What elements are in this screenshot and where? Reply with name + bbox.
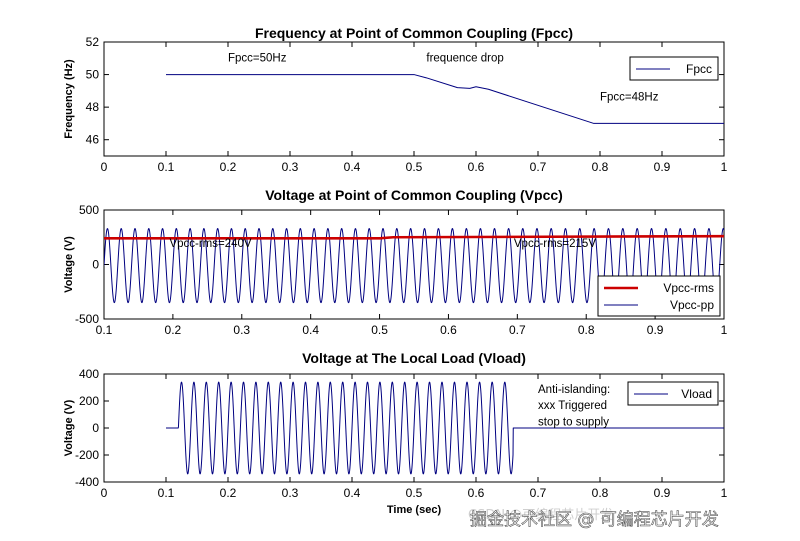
x-tick-label: 0.7 [530, 486, 547, 500]
chart-title: Voltage at Point of Common Coupling (Vpc… [265, 187, 563, 203]
x-tick-label: 0.8 [578, 323, 595, 337]
x-tick-label: 0.1 [158, 160, 175, 174]
x-tick-label: 0.5 [406, 160, 423, 174]
series-vpcc-pp-line [104, 228, 724, 304]
x-tick-label: 0.9 [654, 486, 671, 500]
y-tick-label: 0 [92, 421, 99, 435]
x-tick-label: 0 [101, 160, 108, 174]
y-axis-label: Voltage (V) [63, 236, 75, 293]
x-tick-label: 0.7 [509, 323, 526, 337]
annotation: stop to supply [538, 416, 609, 428]
y-tick-label: 50 [86, 68, 100, 82]
annotation: Anti-islanding: [538, 384, 610, 396]
annotation: Fpcc=48Hz [600, 92, 659, 104]
series-group [104, 228, 724, 304]
axes-box [103, 41, 725, 157]
vpcc-plot: 0.1 0.2 0.3 0.4 0.5 0.6 0.7 0.8 0.9 1 -500 0 500 Volt… [63, 187, 728, 337]
y-tick-label: 500 [79, 203, 99, 217]
series-group [166, 74, 724, 124]
x-tick-label: 0.7 [530, 160, 547, 174]
frequency-plot: 0 0.1 0.2 0.3 0.4 0.5 0.6 0.7 0.8 0.9 1 46 48 50 52 Fre… [63, 25, 728, 174]
legend-box [597, 275, 721, 317]
y-tick-label: -500 [75, 312, 99, 326]
legend: Vpcc-rms Vpcc-pp [597, 275, 721, 317]
x-tick-label: 0.3 [282, 486, 299, 500]
annotation: frequence drop [426, 53, 503, 65]
chart-title: Voltage at The Local Load (Vload) [302, 350, 526, 366]
annotation: xxx Triggered [538, 400, 607, 412]
x-tick-label: 0.6 [468, 486, 485, 500]
y-tick-label: 48 [86, 100, 100, 114]
y-axis-label: Frequency (Hz) [63, 59, 75, 139]
y-tick-label: 0 [92, 258, 99, 272]
y-tick-label: -200 [75, 448, 99, 462]
x-tick-label: 0.6 [440, 323, 457, 337]
x-tick-label: 0.6 [468, 160, 485, 174]
legend-box [627, 381, 719, 406]
x-tick-label: 1 [721, 323, 728, 337]
x-tick-label: 0.1 [158, 486, 175, 500]
x-tick-label: 1 [721, 486, 728, 500]
x-tick-label: 0.8 [592, 160, 609, 174]
x-tick-label: 0.5 [371, 323, 388, 337]
x-tick-label: 0.4 [344, 486, 361, 500]
chart-title: Frequency at Point of Common Coupling (F… [255, 25, 573, 41]
legend-label-vpcc-pp: Vpcc-pp [670, 298, 714, 312]
x-tick-label: 0.2 [220, 486, 237, 500]
x-tick-label: 0.4 [302, 323, 319, 337]
x-tick-label: 0.9 [647, 323, 664, 337]
x-tick-label: 0.2 [165, 323, 182, 337]
legend-label-vload: Vload [681, 387, 712, 401]
x-tick-label: 0.3 [282, 160, 299, 174]
x-tick-label: 0.9 [654, 160, 671, 174]
x-tick-label: 1 [721, 160, 728, 174]
x-tick-label: 0 [101, 486, 108, 500]
legend-box [629, 56, 719, 81]
series-vload-line [165, 381, 724, 475]
series-fpcc-line [166, 74, 724, 124]
x-tick-label: 0.1 [96, 323, 113, 337]
vload-plot: 0 0.1 0.2 0.3 0.4 0.5 0.6 0.7 0.8 0.9 1 -400 -200 0 20… [63, 350, 728, 516]
annotation: Fpcc=50Hz [228, 53, 287, 65]
x-tick-label: 0.5 [406, 486, 423, 500]
x-tick-label: 0.2 [220, 160, 237, 174]
series-vpcc-rms-line [104, 234, 724, 240]
x-tick-label: 0.3 [233, 323, 250, 337]
y-axis-label: Voltage (V) [63, 399, 75, 456]
y-tick-label: 46 [86, 133, 100, 147]
x-tick-label: 0.8 [592, 486, 609, 500]
y-tick-label: 400 [79, 367, 99, 381]
annotation: Vpcc-rms=215V [514, 238, 596, 250]
y-tick-label: 52 [86, 35, 100, 49]
y-tick-label: 200 [79, 394, 99, 408]
legend-label-vpcc-rms: Vpcc-rms [663, 281, 714, 295]
watermark-shadow: CSDN @可编程芯片开发 [468, 507, 613, 523]
legend-label-fpcc: Fpcc [686, 62, 712, 76]
annotation: Vpcc-rms=240V [169, 238, 251, 250]
legend: Fpcc [629, 56, 719, 81]
series-group [165, 381, 724, 475]
watermark: 掘金技术社区 @ 可编程芯片开发 [470, 510, 719, 530]
x-axis-label: Time (sec) [387, 504, 442, 516]
x-tick-label: 0.4 [344, 160, 361, 174]
legend: Vload [627, 381, 719, 406]
y-tick-label: -400 [75, 475, 99, 489]
